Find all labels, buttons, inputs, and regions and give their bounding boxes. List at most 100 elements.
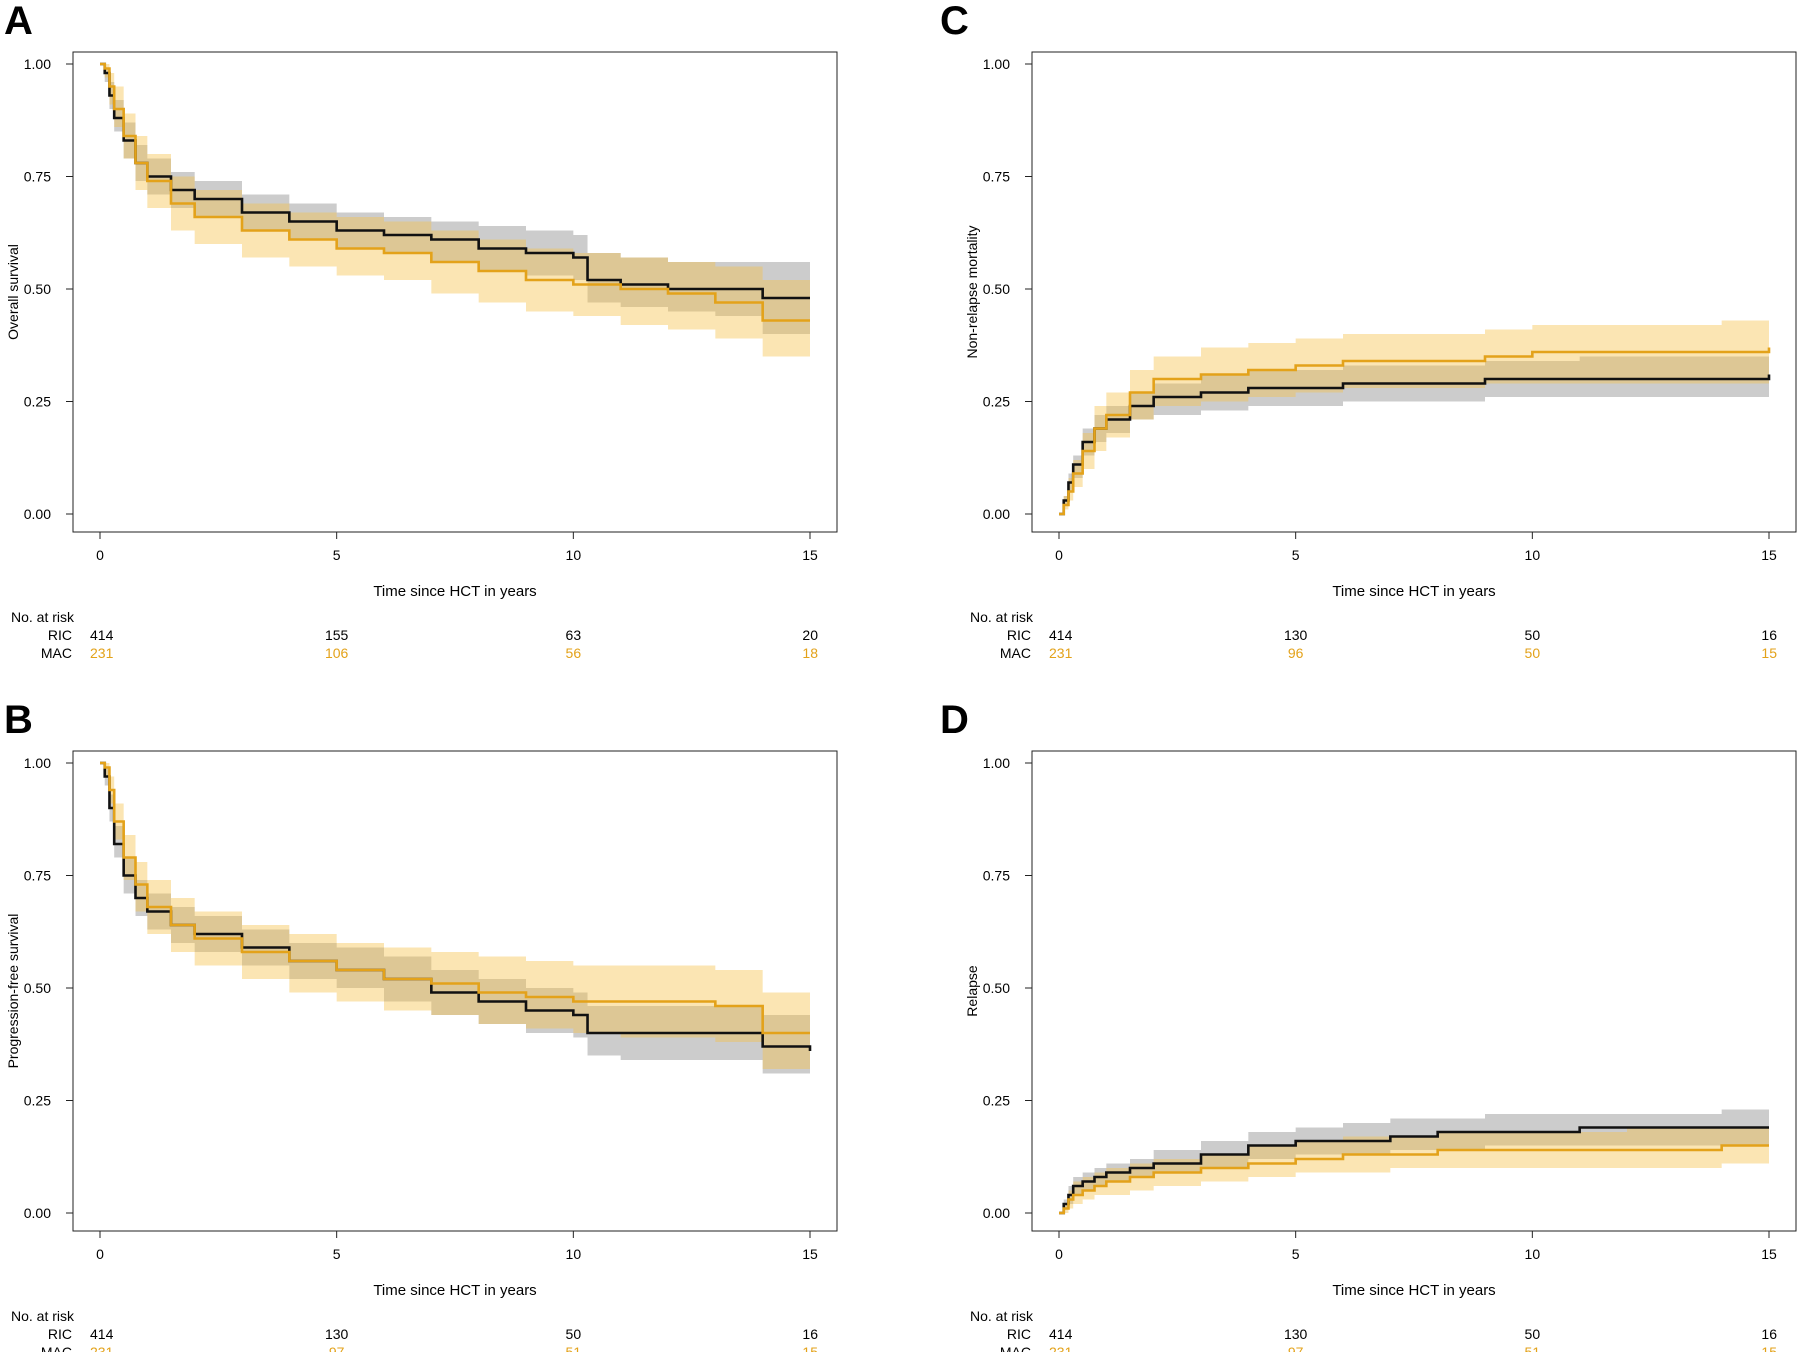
panel-letter: A xyxy=(4,0,33,43)
risk-count-ric: 130 xyxy=(325,1326,349,1342)
y-tick-label: 0.50 xyxy=(983,980,1010,996)
y-tick-label: 0.25 xyxy=(983,394,1010,410)
risk-row-label-mac: MAC xyxy=(41,645,72,661)
x-tick-label: 0 xyxy=(1055,1246,1063,1262)
plot-frame xyxy=(72,51,838,533)
x-tick-label: 15 xyxy=(1761,547,1777,563)
risk-table-header: No. at risk xyxy=(970,1308,1034,1324)
risk-row-label-mac: MAC xyxy=(41,1344,72,1352)
x-tick-label: 15 xyxy=(1761,1246,1777,1262)
risk-row-label-ric: RIC xyxy=(1007,627,1031,643)
risk-row-label-mac: MAC xyxy=(1000,1344,1031,1352)
risk-table-header: No. at risk xyxy=(11,1308,75,1324)
risk-count-mac: 56 xyxy=(566,645,582,661)
panel-letter: C xyxy=(940,0,969,43)
panel-b: B 0.00 0.25 0.50 0.75 1.00 0 5 10 15 Time since HC… xyxy=(4,698,838,1352)
y-axis-label: Non-relapse mortality xyxy=(964,225,980,358)
plot-frame xyxy=(1031,51,1797,533)
plot-frame xyxy=(1031,750,1797,1232)
risk-count-mac: 15 xyxy=(1761,645,1777,661)
x-tick-label: 5 xyxy=(1292,1246,1300,1262)
x-axis-label: Time since HCT in years xyxy=(373,1282,536,1299)
ci-band-ric xyxy=(100,763,810,1087)
ci-band-mac xyxy=(100,64,810,361)
risk-count-ric: 63 xyxy=(566,627,582,643)
x-tick-label: 0 xyxy=(96,547,104,563)
risk-count-mac: 51 xyxy=(1525,1344,1541,1352)
risk-count-mac: 231 xyxy=(90,1344,114,1352)
y-tick-label: 0.25 xyxy=(24,1093,51,1109)
risk-count-ric: 50 xyxy=(566,1326,582,1342)
y-tick-label: 0.00 xyxy=(24,1205,51,1221)
y-axis-label: Overall survival xyxy=(5,244,21,340)
x-axis-label: Time since HCT in years xyxy=(1332,1282,1495,1299)
risk-count-ric: 20 xyxy=(802,627,818,643)
risk-row-label-ric: RIC xyxy=(48,1326,72,1342)
y-tick-label: 0.50 xyxy=(24,281,51,297)
ci-band-ric xyxy=(100,64,810,334)
risk-count-mac: 51 xyxy=(566,1344,582,1352)
plot-frame xyxy=(72,750,838,1232)
y-tick-label: 0.50 xyxy=(983,281,1010,297)
risk-count-mac: 50 xyxy=(1525,645,1541,661)
curve-mac xyxy=(100,62,810,322)
risk-count-mac: 231 xyxy=(1049,1344,1073,1352)
panel-letter: B xyxy=(4,698,33,742)
x-tick-label: 15 xyxy=(802,1246,818,1262)
risk-count-ric: 414 xyxy=(90,1326,114,1342)
risk-row-label-ric: RIC xyxy=(1007,1326,1031,1342)
curve-ric xyxy=(1059,374,1771,516)
panel-d: D 0.00 0.25 0.50 0.75 1.00 0 5 10 15 Time since HC… xyxy=(940,698,1797,1352)
x-tick-label: 0 xyxy=(96,1246,104,1262)
y-tick-label: 1.00 xyxy=(983,755,1010,771)
ci-band-mac xyxy=(1059,320,1769,514)
risk-count-ric: 16 xyxy=(1761,627,1777,643)
risk-count-mac: 97 xyxy=(1288,1344,1304,1352)
risk-count-ric: 16 xyxy=(1761,1326,1777,1342)
risk-count-ric: 50 xyxy=(1525,627,1541,643)
risk-count-ric: 50 xyxy=(1525,1326,1541,1342)
risk-table-header: No. at risk xyxy=(11,609,75,625)
curve-mac xyxy=(1059,1144,1769,1215)
risk-row-label-ric: RIC xyxy=(48,627,72,643)
x-tick-label: 10 xyxy=(566,1246,582,1262)
y-tick-label: 0.25 xyxy=(983,1093,1010,1109)
panel-a: A 0.00 0.25 0.50 0.75 1.00 0 5 10 15 Time since HC… xyxy=(4,0,838,661)
y-tick-label: 0.50 xyxy=(24,980,51,996)
y-tick-label: 1.00 xyxy=(24,56,51,72)
ci-band-ric xyxy=(1059,356,1769,514)
x-axis-label: Time since HCT in years xyxy=(1332,583,1495,600)
x-tick-label: 0 xyxy=(1055,547,1063,563)
risk-count-mac: 18 xyxy=(802,645,818,661)
curve-ric xyxy=(1059,1126,1769,1215)
y-axis-label: Relapse xyxy=(964,965,980,1017)
ci-band-ric xyxy=(1059,1109,1769,1213)
y-tick-label: 0.75 xyxy=(24,169,51,185)
x-tick-label: 10 xyxy=(566,547,582,563)
y-tick-label: 0.00 xyxy=(24,506,51,522)
y-tick-label: 0.00 xyxy=(983,1205,1010,1221)
risk-count-ric: 155 xyxy=(325,627,349,643)
risk-count-mac: 106 xyxy=(325,645,349,661)
ci-band-mac xyxy=(100,763,810,1074)
x-axis-label: Time since HCT in years xyxy=(373,583,536,600)
risk-count-ric: 414 xyxy=(90,627,114,643)
y-tick-label: 1.00 xyxy=(983,56,1010,72)
risk-count-mac: 97 xyxy=(329,1344,345,1352)
risk-count-mac: 15 xyxy=(1761,1344,1777,1352)
risk-count-mac: 96 xyxy=(1288,645,1304,661)
x-tick-label: 5 xyxy=(333,547,341,563)
y-tick-label: 0.25 xyxy=(24,394,51,410)
x-tick-label: 10 xyxy=(1525,547,1541,563)
y-tick-label: 0.00 xyxy=(983,506,1010,522)
panel-c: C 0.00 0.25 0.50 0.75 1.00 0 5 10 15 Time since HC… xyxy=(940,0,1797,661)
risk-count-ric: 414 xyxy=(1049,627,1073,643)
y-tick-label: 0.75 xyxy=(983,868,1010,884)
y-tick-label: 0.75 xyxy=(24,868,51,884)
y-axis-label: Progression-free survival xyxy=(5,914,21,1069)
risk-count-mac: 15 xyxy=(802,1344,818,1352)
risk-table-header: No. at risk xyxy=(970,609,1034,625)
risk-count-ric: 16 xyxy=(802,1326,818,1342)
risk-count-ric: 130 xyxy=(1284,1326,1308,1342)
risk-count-mac: 231 xyxy=(90,645,114,661)
